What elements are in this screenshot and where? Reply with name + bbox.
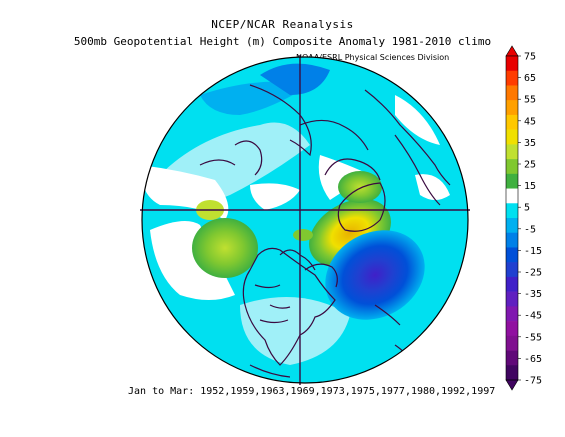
credit-label: NOAA/ESRL Physical Sciences Division xyxy=(296,53,450,62)
colorbar-bottom-arrow xyxy=(505,379,519,391)
colorbar: 75 65 55 45 35 25 15 5 -5 -15 -25 -35 -45 -55 -65 -75 xyxy=(505,45,542,391)
colorbar-label: -35 xyxy=(524,289,542,300)
colorbar-label: 45 xyxy=(524,116,536,127)
colorbar-label: 5 xyxy=(524,203,530,214)
colorbar-label: -5 xyxy=(524,224,536,235)
composite-years: Jan to Mar: 1952,1959,1963,1969,1973,197… xyxy=(128,386,496,397)
chart-subtitle: 500mb Geopotential Height (m) Composite … xyxy=(73,35,492,48)
colorbar-swatch xyxy=(506,203,518,219)
colorbar-swatch xyxy=(506,114,518,130)
colorbar-swatch xyxy=(506,291,518,307)
colorbar-label: 25 xyxy=(524,160,536,171)
colorbar-swatch xyxy=(506,365,518,381)
colorbar-label: -65 xyxy=(524,354,542,365)
colorbar-label: -25 xyxy=(524,268,542,279)
colorbar-label: 65 xyxy=(524,73,536,84)
colorbar-outline xyxy=(505,55,519,381)
colorbar-label: -45 xyxy=(524,311,542,322)
colorbar-swatch xyxy=(506,262,518,278)
colorbar-label: 15 xyxy=(524,181,536,192)
colorbar-labels: 75 65 55 45 35 25 15 5 -5 -15 -25 -35 -45 -55 -65 -75 xyxy=(518,52,542,387)
colorbar-swatch xyxy=(506,100,518,116)
colorbar-swatch xyxy=(506,218,518,234)
colorbar-label: -55 xyxy=(524,332,542,343)
colorbar-swatch xyxy=(506,247,518,263)
colorbar-label: -15 xyxy=(524,246,542,257)
colorbar-swatch xyxy=(506,321,518,337)
colorbar-swatch xyxy=(506,85,518,101)
colorbar-label: -75 xyxy=(524,376,542,387)
colorbar-swatch xyxy=(506,350,518,366)
colorbar-swatch xyxy=(506,276,518,292)
colorbar-label: 35 xyxy=(524,138,536,149)
colorbar-label: 55 xyxy=(524,95,536,106)
colorbar-swatch xyxy=(506,306,518,322)
colorbar-swatch xyxy=(506,188,518,204)
colorbar-swatches xyxy=(505,45,519,391)
colorbar-swatch xyxy=(506,159,518,175)
colorbar-swatch xyxy=(506,335,518,351)
colorbar-top-arrow xyxy=(505,45,519,57)
chart-title: NCEP/NCAR Reanalysis xyxy=(211,18,354,31)
colorbar-swatch xyxy=(506,56,518,72)
map-boundary xyxy=(141,56,469,384)
colorbar-label: 75 xyxy=(524,52,536,63)
polar-map xyxy=(140,55,470,385)
colorbar-swatch xyxy=(506,232,518,248)
colorbar-swatch xyxy=(506,144,518,160)
colorbar-swatch xyxy=(506,70,518,86)
colorbar-swatch xyxy=(506,129,518,145)
colorbar-swatch xyxy=(506,173,518,189)
